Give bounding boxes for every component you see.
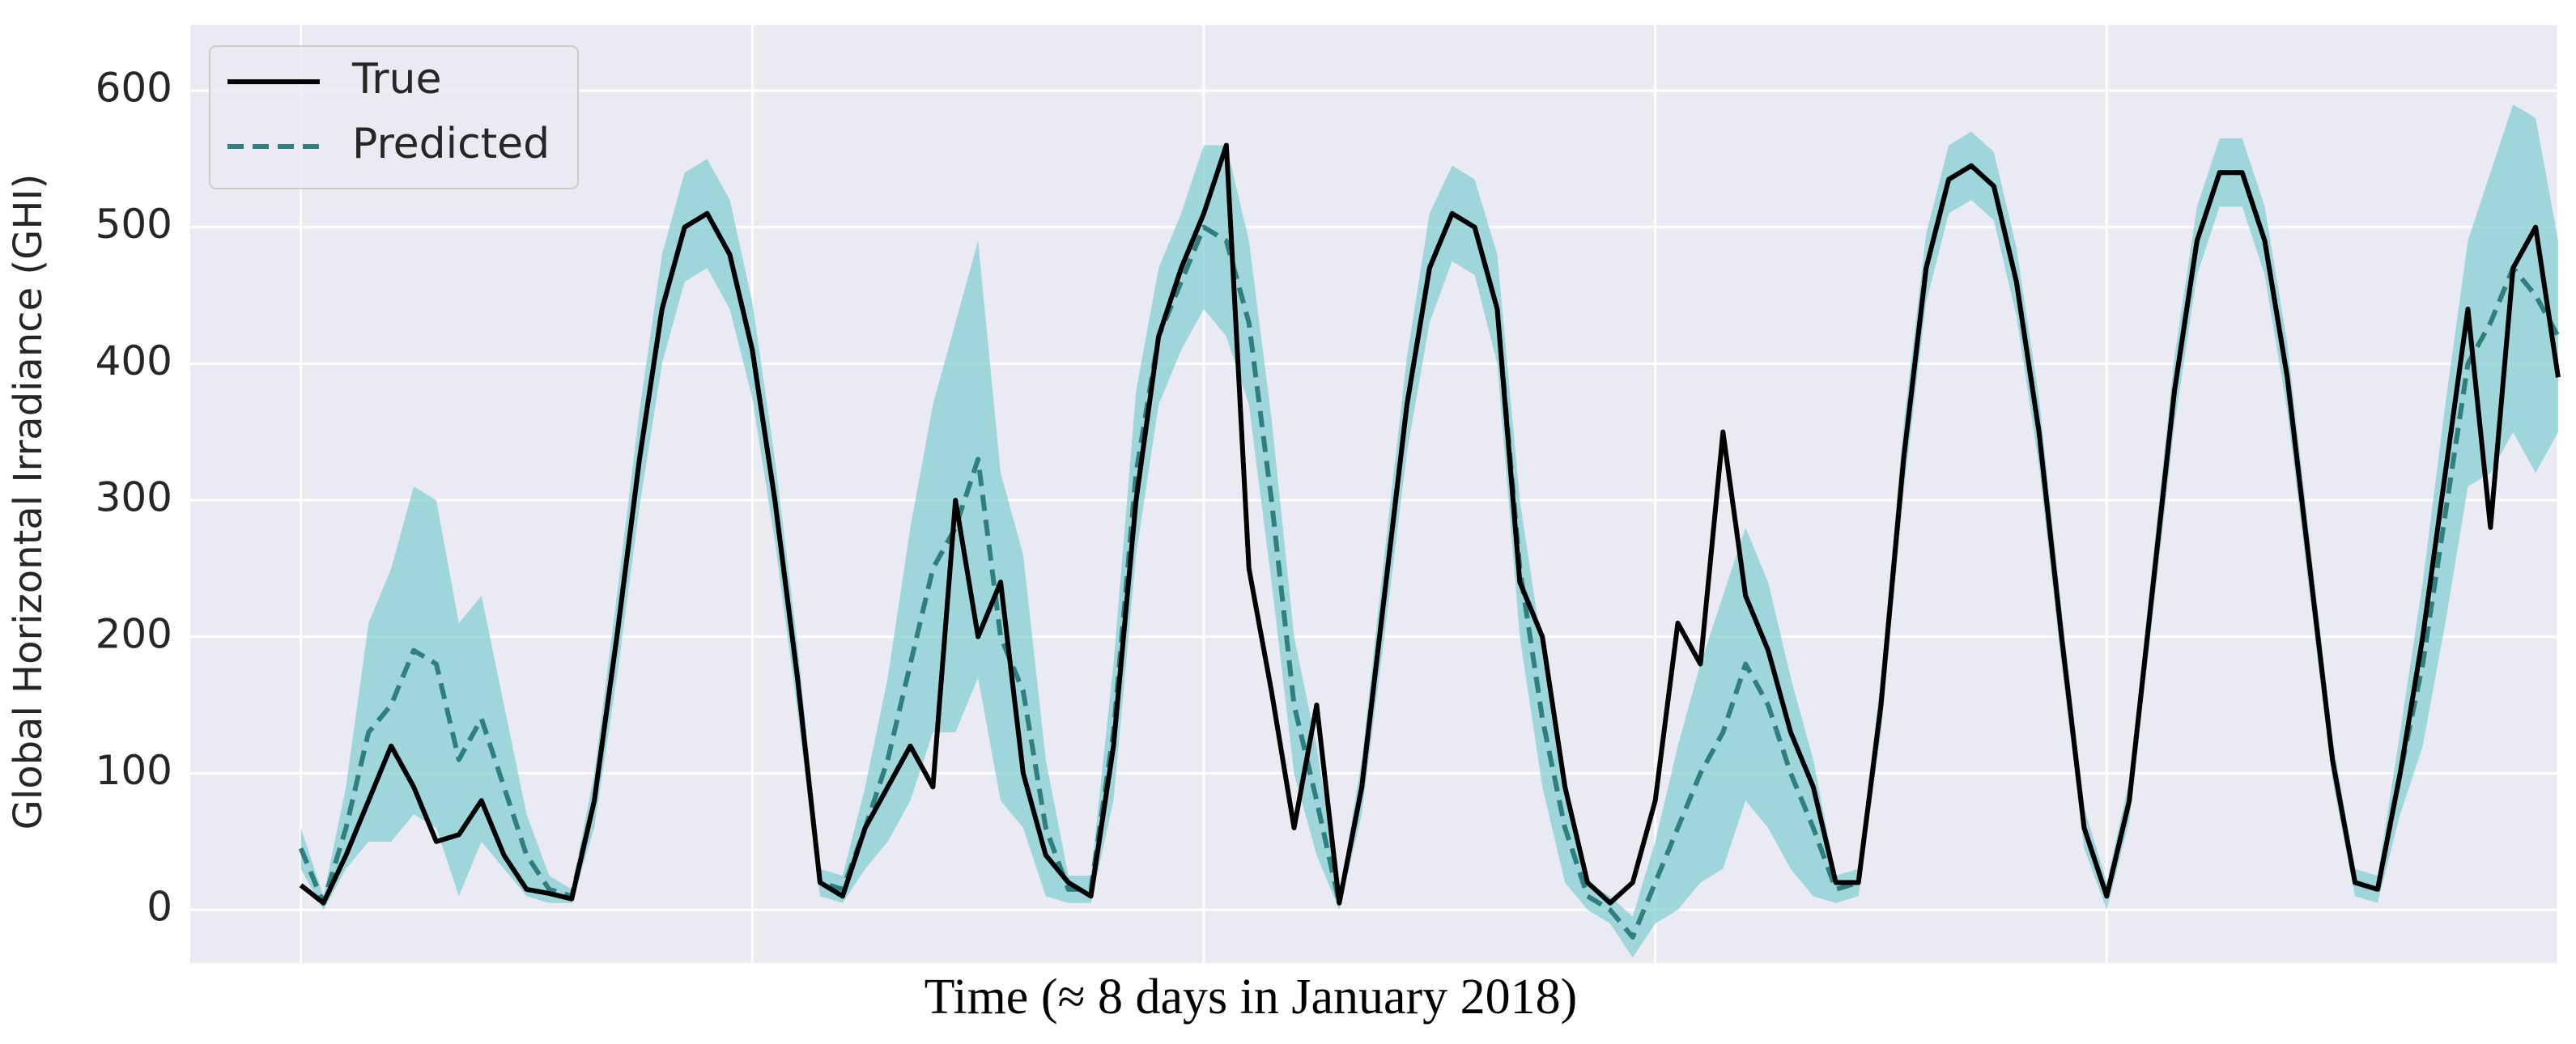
y-tick-label: 600 — [96, 64, 172, 111]
y-axis-label: Global Horizontal Irradiance (GHI) — [6, 174, 51, 830]
x-axis-label: Time (≈ 8 days in January 2018) — [925, 970, 1578, 1025]
legend-label: True — [351, 55, 441, 104]
series-line — [299, 142, 2561, 906]
y-tick-label: 300 — [96, 474, 172, 521]
y-tick-label: 100 — [96, 747, 172, 794]
y-tick-label: 500 — [96, 201, 172, 248]
y-tick-label: 400 — [96, 337, 172, 384]
y-tick-label: 200 — [96, 610, 172, 657]
y-tick-label: 0 — [147, 884, 172, 931]
legend-label: Predicted — [352, 120, 550, 168]
